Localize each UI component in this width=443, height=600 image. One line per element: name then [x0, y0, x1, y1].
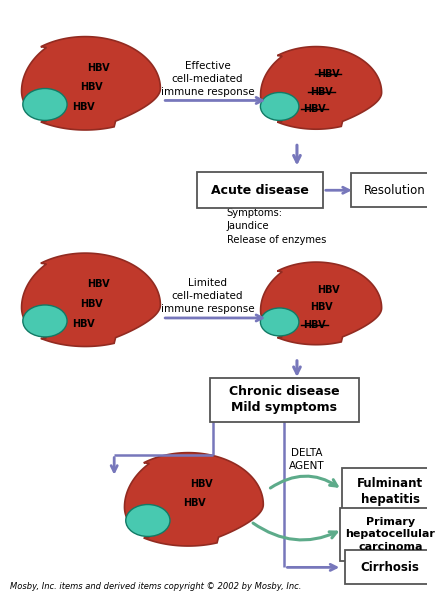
Polygon shape — [260, 262, 381, 344]
FancyBboxPatch shape — [210, 378, 358, 422]
Text: Effective
cell-mediated
immune response: Effective cell-mediated immune response — [161, 61, 254, 97]
Text: HBV: HBV — [88, 279, 110, 289]
Text: HBV: HBV — [317, 69, 339, 79]
Polygon shape — [260, 47, 381, 129]
Ellipse shape — [260, 308, 299, 336]
Text: HBV: HBV — [80, 82, 103, 92]
Polygon shape — [22, 37, 160, 130]
Text: Symptoms:
Jaundice
Release of enzymes: Symptoms: Jaundice Release of enzymes — [227, 208, 326, 245]
Text: HBV: HBV — [88, 63, 110, 73]
Text: Fulminant
hepatitis: Fulminant hepatitis — [357, 477, 424, 506]
Text: HBV: HBV — [310, 86, 333, 97]
Text: HBV: HBV — [183, 499, 206, 508]
Text: HBV: HBV — [80, 299, 103, 309]
Text: Cirrhosis: Cirrhosis — [361, 561, 420, 574]
Ellipse shape — [23, 88, 67, 121]
Text: HBV: HBV — [303, 320, 326, 329]
FancyBboxPatch shape — [342, 467, 439, 515]
FancyBboxPatch shape — [340, 508, 440, 562]
Text: Resolution: Resolution — [364, 184, 426, 197]
Text: HBV: HBV — [73, 102, 95, 112]
Polygon shape — [22, 253, 160, 346]
Text: HBV: HBV — [317, 284, 339, 295]
Text: Mosby, Inc. items and derived items copyright © 2002 by Mosby, Inc.: Mosby, Inc. items and derived items copy… — [10, 583, 302, 592]
Polygon shape — [124, 452, 263, 546]
Text: HBV: HBV — [73, 319, 95, 329]
Text: HBV: HBV — [310, 302, 333, 312]
FancyBboxPatch shape — [345, 550, 435, 584]
Ellipse shape — [126, 505, 170, 536]
Ellipse shape — [23, 305, 67, 337]
Text: Chronic disease
Mild symptoms: Chronic disease Mild symptoms — [229, 385, 340, 414]
Text: Limited
cell-mediated
immune response: Limited cell-mediated immune response — [161, 278, 254, 314]
Ellipse shape — [260, 92, 299, 121]
Text: Primary
hepatocellular
carcinoma: Primary hepatocellular carcinoma — [346, 517, 435, 552]
Text: Acute disease: Acute disease — [211, 184, 309, 197]
Text: HBV: HBV — [303, 104, 326, 114]
Text: DELTA
AGENT: DELTA AGENT — [289, 448, 324, 471]
Text: HBV: HBV — [190, 479, 213, 489]
FancyBboxPatch shape — [198, 172, 323, 208]
FancyBboxPatch shape — [351, 173, 439, 207]
